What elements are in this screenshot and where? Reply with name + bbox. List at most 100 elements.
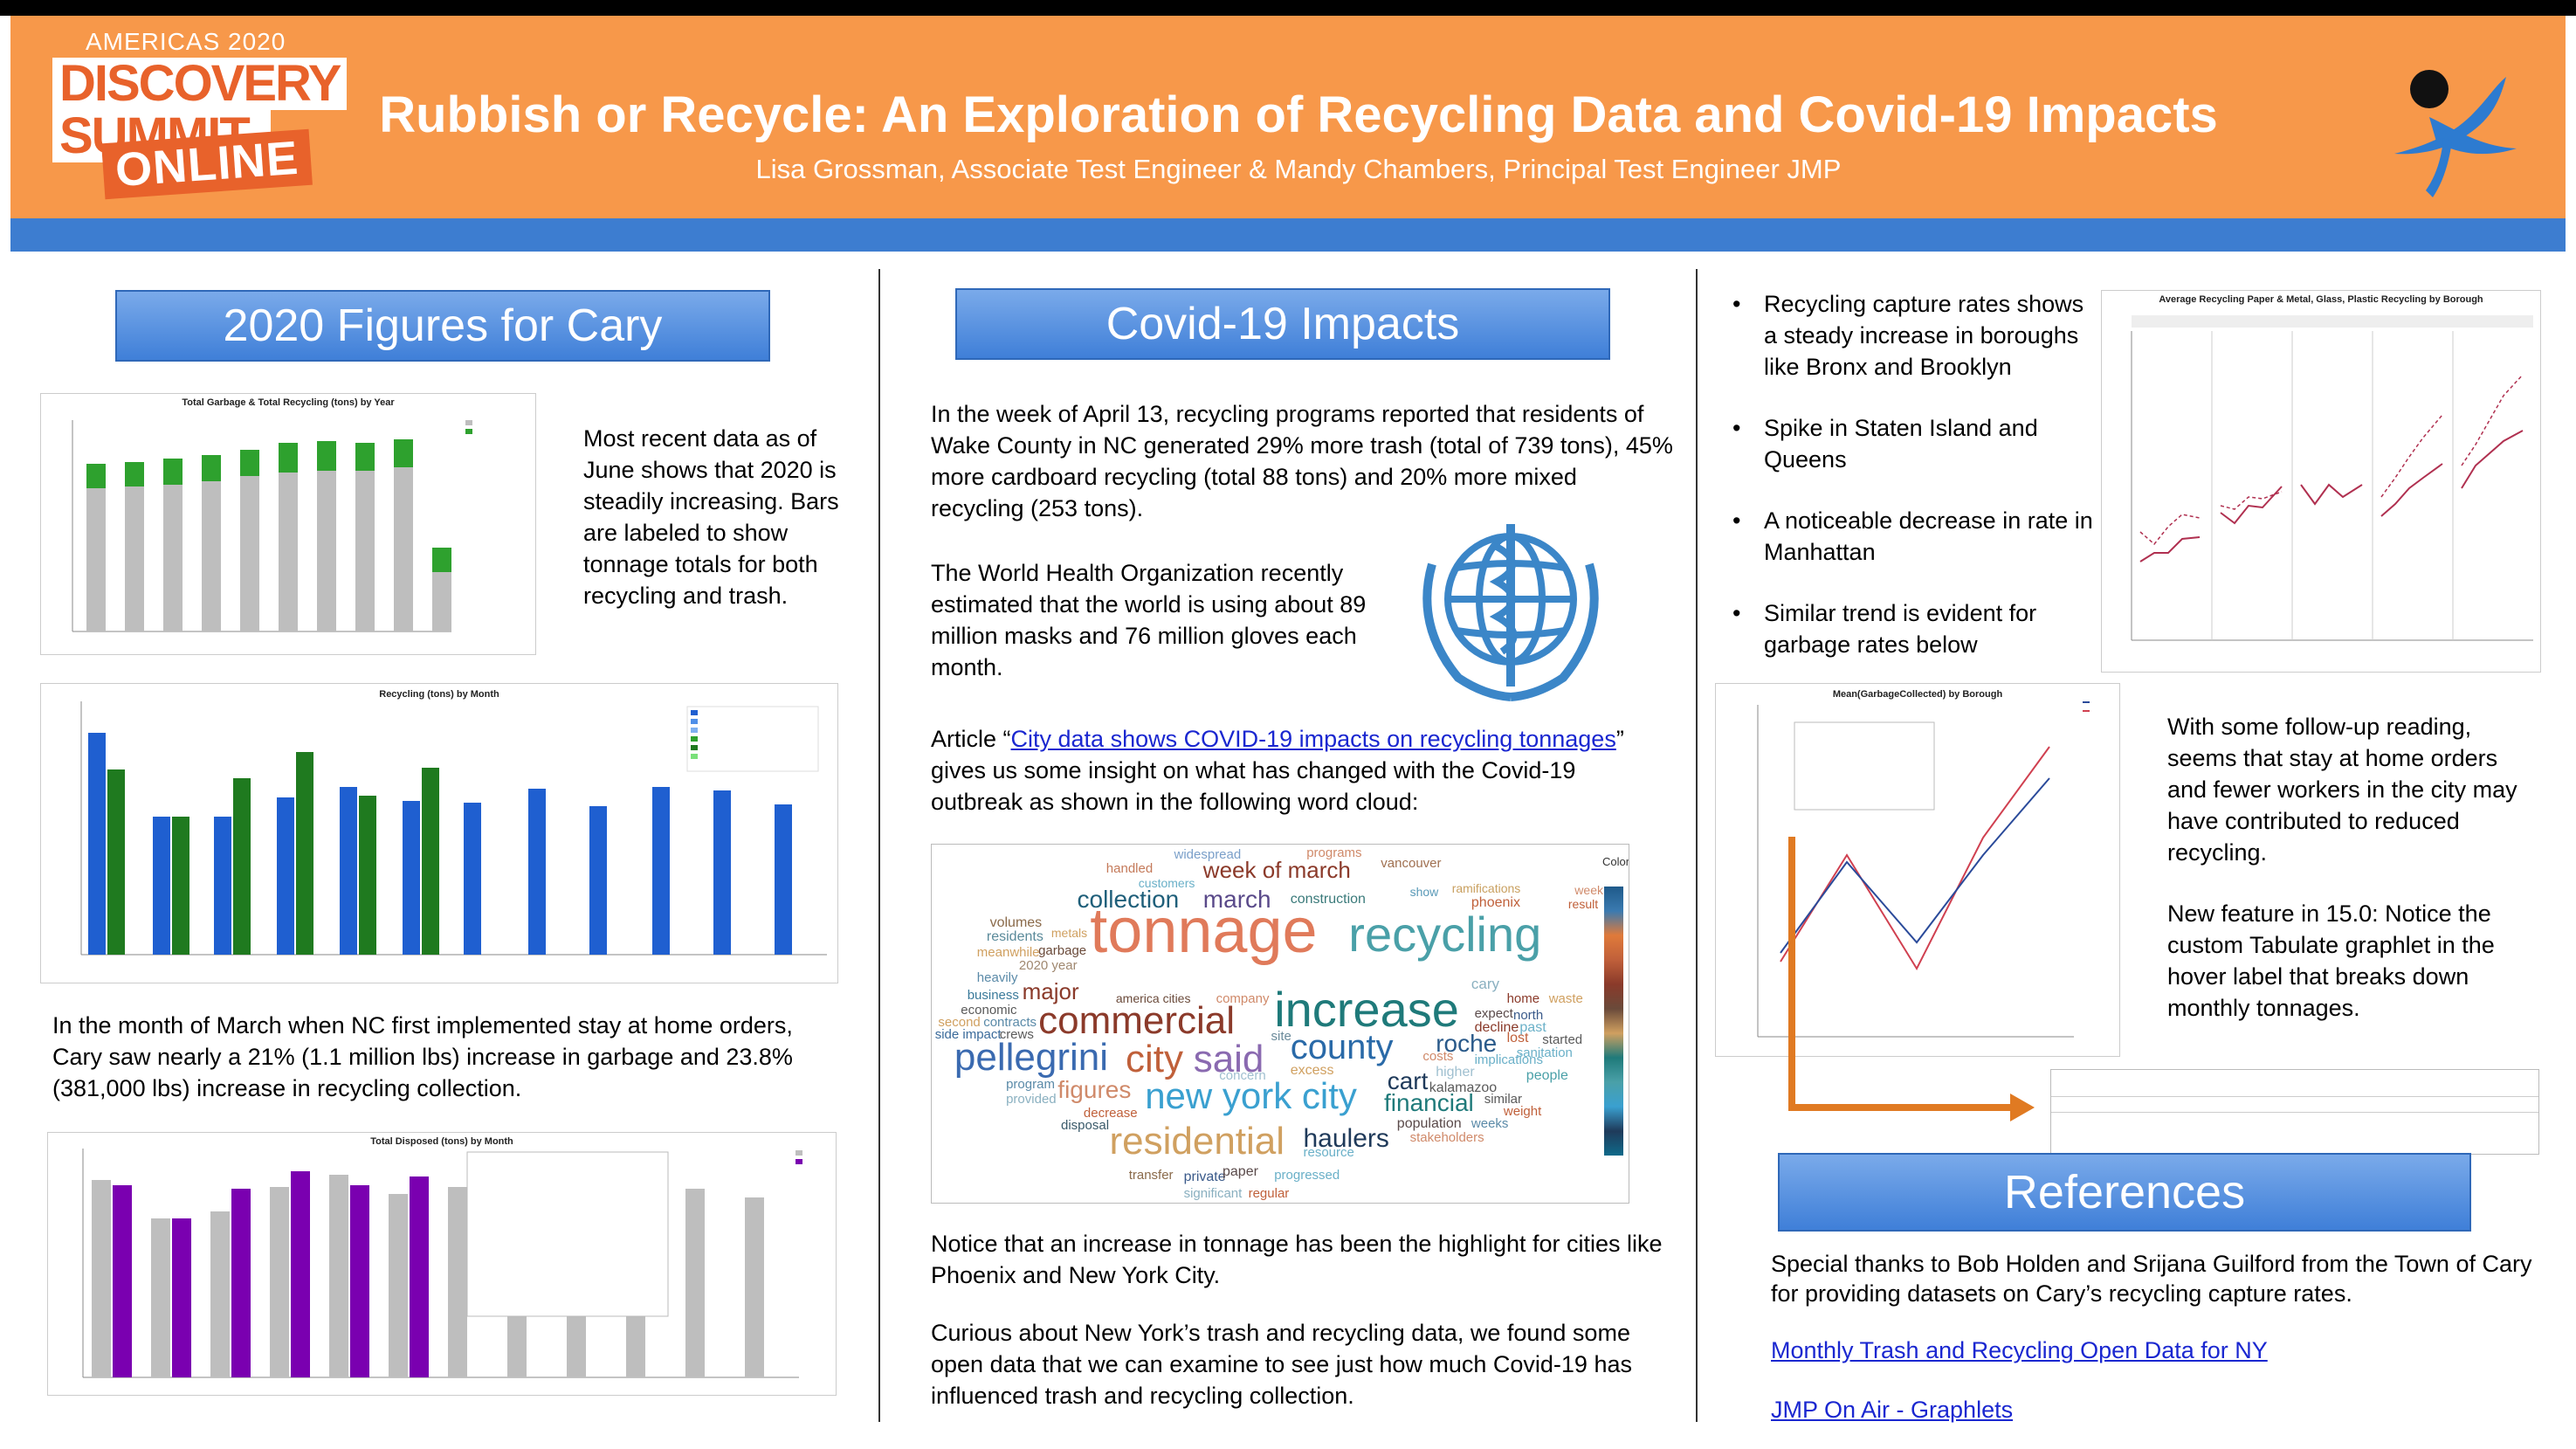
word-cloud-word: garbage	[1038, 943, 1087, 959]
word-cloud-word: started	[1542, 1032, 1583, 1048]
finding-item: Recycling capture rates shows a steady i…	[1727, 288, 2094, 383]
word-cloud-word: sanitation	[1516, 1045, 1573, 1060]
poster: AMERICAS 2020 DISCOVERY SUMMIT ONLINE Ru…	[0, 16, 2576, 1449]
graphlet-hover-label	[1794, 721, 1935, 811]
jmp-on-air-link[interactable]: JMP On Air - Graphlets	[1771, 1397, 2014, 1423]
chart-total-disposed-by-month: Total Disposed (tons) by Month	[47, 1132, 837, 1396]
monthly-bars	[88, 733, 792, 955]
word-cloud-word: transfer	[1128, 1168, 1174, 1183]
word-cloud-word: week of march	[1202, 857, 1351, 884]
article-suffix: ” gives us some insight on what has chan…	[931, 726, 1624, 815]
chart-title: Total Disposed (tons) by Month	[370, 1136, 513, 1147]
word-cloud-word: decline	[1474, 1019, 1519, 1035]
word-cloud-word: business	[967, 988, 1019, 1004]
word-cloud-word: roche	[1436, 1030, 1498, 1058]
poster-title: Rubbish or Recycle: An Exploration of Re…	[379, 86, 2218, 143]
word-cloud-word: contracts	[983, 1014, 1037, 1030]
word-cloud-word: people	[1526, 1068, 1568, 1084]
word-cloud-word: second	[938, 1014, 981, 1030]
word-cloud-word: similar	[1484, 1091, 1523, 1107]
logo-caption: AMERICAS 2020	[86, 28, 286, 55]
word-cloud-word: economic	[961, 1002, 1017, 1018]
word-cloud-word: vancouver	[1381, 856, 1442, 872]
word-cloud-word: costs	[1422, 1048, 1454, 1064]
word-cloud-word: 2020 year	[1018, 957, 1078, 973]
who-masks-text: The World Health Organization recently e…	[931, 560, 1367, 680]
chart-recycling-by-month: Recycling (tons) by Month	[40, 683, 838, 983]
word-cloud-word: decrease	[1083, 1105, 1138, 1121]
word-cloud-word: resource	[1303, 1144, 1354, 1160]
word-cloud-word: commercial	[1038, 998, 1236, 1042]
word-cloud-word: show	[1409, 884, 1439, 899]
word-cloud-word: program	[1006, 1077, 1055, 1093]
word-cloud-word: progressed	[1274, 1168, 1340, 1183]
chart-title: Total Garbage & Total Recycling (tons) b…	[182, 397, 395, 408]
word-cloud-word: residential	[1109, 1120, 1285, 1163]
chart-recycling-by-borough: Average Recycling Paper & Metal, Glass, …	[2101, 290, 2541, 673]
word-cloud-word: tonnage	[1090, 896, 1318, 967]
section-heading-covid: Covid-19 Impacts	[955, 288, 1610, 360]
word-cloud-word: side impact	[934, 1027, 1002, 1043]
ny-open-data-link[interactable]: Monthly Trash and Recycling Open Data fo…	[1771, 1337, 2268, 1363]
line-chart-garbage	[1757, 701, 2090, 1038]
who-emblem-icon	[1422, 524, 1599, 701]
finding-item: Similar trend is evident for garbage rat…	[1727, 597, 2094, 660]
word-cloud-color-legend	[1604, 887, 1623, 1156]
word-cloud-word: march	[1202, 885, 1271, 913]
word-cloud-word: provided	[1006, 1091, 1057, 1107]
word-cloud-word: crews	[999, 1027, 1034, 1043]
header-blue-strip	[10, 218, 2566, 252]
section-heading-references: References	[1778, 1153, 2471, 1232]
word-cloud-word: kalamazoo	[1429, 1080, 1498, 1096]
word-cloud-word: week	[1574, 882, 1603, 897]
word-cloud-word: residents	[986, 928, 1043, 944]
word-cloud-word: major	[1022, 978, 1079, 1005]
word-cloud-word: widespread	[1174, 847, 1242, 863]
column-divider	[878, 269, 880, 1422]
word-cloud-word: programs	[1306, 845, 1362, 861]
word-cloud-word: pellegrini	[954, 1036, 1108, 1080]
wake-county-text: In the week of April 13, recycling progr…	[931, 401, 1673, 521]
word-cloud-word: weeks	[1471, 1116, 1509, 1132]
word-cloud-word: recycling	[1348, 907, 1542, 963]
header-banner: AMERICAS 2020 DISCOVERY SUMMIT ONLINE Ru…	[10, 16, 2566, 218]
word-cloud-word: paper	[1223, 1164, 1258, 1180]
word-cloud-word: phoenix	[1471, 895, 1520, 911]
word-cloud-word: ramifications	[1451, 880, 1521, 895]
word-cloud-word: implications	[1474, 1052, 1543, 1067]
march-increase-text: In the month of March when NC first impl…	[52, 1012, 793, 1101]
word-cloud-word: regular	[1248, 1185, 1290, 1201]
word-cloud-word: volumes	[989, 914, 1043, 930]
word-cloud-word: metals	[1050, 925, 1088, 940]
chart-title: Mean(GarbageCollected) by Borough	[1832, 689, 2003, 700]
word-cloud-word: construction	[1290, 892, 1366, 907]
word-cloud-word: handled	[1105, 861, 1154, 877]
word-cloud-word: higher	[1436, 1064, 1475, 1080]
chart-title: Recycling (tons) by Month	[379, 689, 499, 700]
finding-item: A noticeable decrease in rate in Manhatt…	[1727, 505, 2094, 568]
column-divider	[1696, 269, 1698, 1422]
word-cloud-word: company	[1216, 991, 1270, 1007]
word-cloud-word: north	[1513, 1007, 1544, 1023]
word-cloud-word: lost	[1506, 1031, 1529, 1046]
section-heading-cary: 2020 Figures for Cary	[115, 290, 770, 362]
word-cloud-word: collection	[1077, 885, 1180, 913]
word-cloud-word: concern	[1219, 1068, 1266, 1084]
cary-intro-text: Most recent data as of June shows that 2…	[583, 425, 839, 609]
disposed-bars	[92, 1171, 764, 1377]
article-link[interactable]: City data shows COVID-19 impacts on recy…	[1010, 726, 1616, 752]
word-cloud-word: city	[1126, 1038, 1183, 1081]
tonnage-highlight-text: Notice that an increase in tonnage has b…	[931, 1231, 1663, 1288]
word-cloud-word: customers	[1138, 875, 1195, 890]
article-text: Article “City data shows COVID-19 impact…	[931, 723, 1664, 818]
reference-link-item: JMP On Air - Graphlets	[1771, 1394, 2539, 1425]
word-cloud-word: disposal	[1061, 1118, 1110, 1134]
bar-chart-disposed	[82, 1149, 802, 1378]
stacked-bars	[86, 439, 451, 631]
word-cloud-word: figures	[1057, 1076, 1132, 1104]
word-cloud-word: significant	[1183, 1185, 1243, 1201]
jmp-logo-icon	[2394, 70, 2517, 197]
word-cloud-word: waste	[1548, 991, 1583, 1007]
logo-discovery: DISCOVERY	[52, 58, 348, 110]
word-cloud-word: weight	[1503, 1103, 1542, 1119]
